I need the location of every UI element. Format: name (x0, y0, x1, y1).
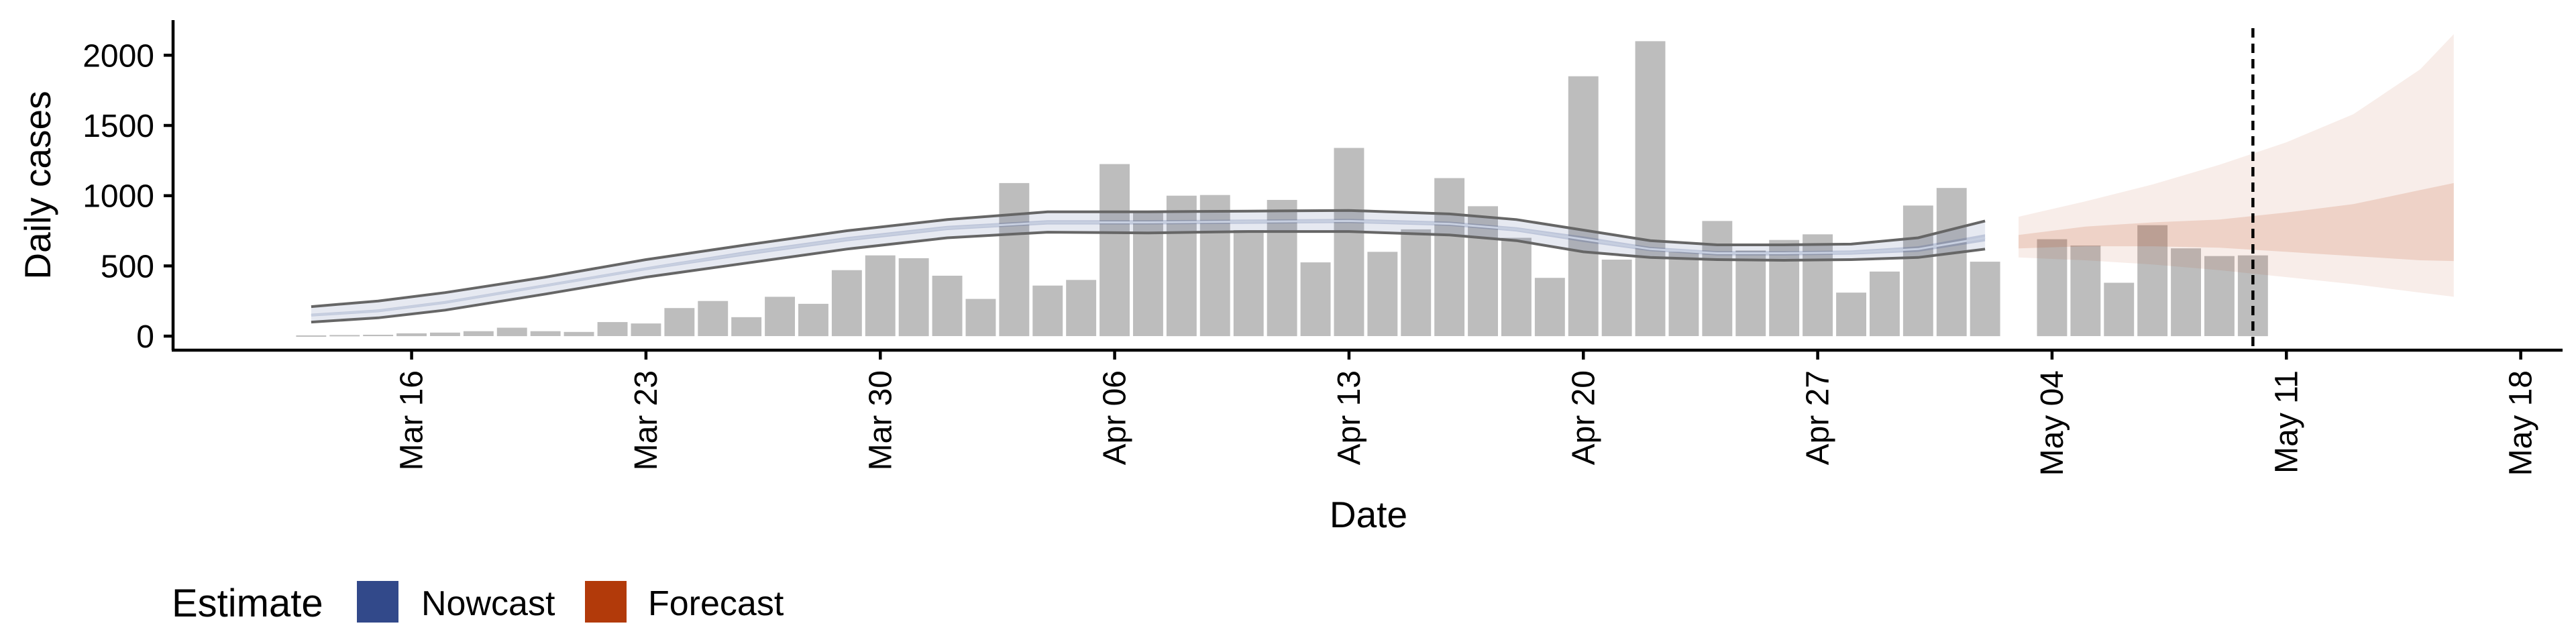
bar-2020-04-02 (965, 299, 996, 337)
legend-label-forecast: Forecast (648, 584, 784, 623)
bar-2020-04-10 (1233, 230, 1264, 337)
bar-2020-03-22 (597, 322, 628, 336)
nowcast-ci90-band (311, 210, 1986, 323)
x-axis-title: Date (1330, 494, 1407, 535)
bar-2020-04-20 (1568, 76, 1599, 336)
bar-2020-03-14 (329, 335, 360, 337)
bar-2020-03-25 (698, 301, 729, 336)
bar-2020-04-16 (1434, 178, 1465, 336)
bar-2020-03-28 (798, 303, 828, 337)
x-tick-label-2020-04-13: Apr 13 (1332, 370, 1367, 465)
bar-2020-04-03 (999, 182, 1030, 337)
bar-2020-05-06 (2104, 282, 2135, 337)
y-tick-label-500: 500 (101, 249, 154, 284)
bar-2020-04-24 (1702, 221, 1733, 337)
nowcast-ci90-lower-line (311, 230, 1986, 324)
plot-area (296, 28, 2454, 350)
bar-2020-04-04 (1032, 285, 1063, 337)
legend-label-nowcast: Nowcast (421, 584, 555, 623)
bar-2020-04-22 (1635, 41, 1666, 337)
x-tick-label-2020-04-20: Apr 20 (1566, 370, 1601, 465)
bar-2020-03-24 (664, 308, 695, 337)
bar-2020-04-30 (1902, 205, 1933, 337)
bar-2020-03-29 (831, 270, 862, 337)
bar-2020-03-23 (631, 323, 661, 336)
bar-2020-04-06 (1099, 164, 1130, 337)
bar-2020-03-19 (496, 327, 527, 337)
bar-2020-04-12 (1300, 262, 1331, 336)
bar-2020-04-05 (1066, 280, 1097, 336)
bar-2020-03-27 (765, 297, 795, 336)
bar-2020-04-27 (1803, 234, 1833, 337)
y-tick-label-2000: 2000 (83, 38, 154, 74)
forecast-ci50-band (2019, 182, 2454, 262)
bar-2020-05-04 (2037, 239, 2068, 337)
bar-2020-05-09 (2204, 256, 2235, 336)
bar-2020-04-28 (1836, 292, 1866, 337)
bar-2020-03-30 (865, 255, 896, 337)
bar-2020-04-11 (1267, 200, 1297, 337)
bar-2020-05-07 (2137, 225, 2168, 337)
bar-2020-04-08 (1166, 195, 1197, 337)
bar-2020-03-16 (396, 333, 427, 337)
y-tick-label-0: 0 (136, 319, 154, 355)
x-tick-label-2020-04-06: Apr 06 (1097, 370, 1133, 465)
legend-swatch-forecast (585, 581, 627, 623)
y-axis-title: Daily cases (17, 91, 58, 279)
forecast-ci90-band (2019, 34, 2454, 297)
x-tick-label-2020-05-04: May 04 (2035, 370, 2070, 476)
y-tick-label-1500: 1500 (83, 109, 154, 144)
bar-2020-03-13 (296, 335, 327, 337)
bar-2020-03-15 (363, 335, 394, 337)
bar-2020-04-01 (932, 276, 963, 336)
x-tick-label-2020-05-18: May 18 (2504, 370, 2539, 476)
bar-2020-04-13 (1334, 148, 1364, 336)
x-tick-label-2020-03-16: Mar 16 (394, 370, 430, 470)
nowcast-ci50-band (311, 219, 1986, 317)
bar-2020-04-25 (1735, 250, 1766, 337)
bar-2020-04-15 (1401, 229, 1432, 336)
bar-2020-04-09 (1199, 195, 1230, 337)
x-tick-label-2020-04-27: Apr 27 (1801, 370, 1836, 465)
bar-2020-03-18 (463, 331, 494, 336)
bar-2020-03-31 (898, 258, 929, 337)
bar-2020-04-18 (1501, 237, 1532, 337)
bar-2020-04-29 (1870, 271, 1900, 337)
axes: Date Daily cases 0 500 1000 1500 2000 Mar 16 M… (17, 20, 2563, 535)
bar-2020-05-05 (2070, 246, 2101, 336)
y-tick-label-1000: 1000 (83, 179, 154, 215)
bar-2020-05-02 (1970, 262, 2000, 337)
legend: Estimate Nowcast Forecast (172, 581, 784, 625)
nowcast-ci90-upper-line (311, 209, 1986, 309)
bar-2020-03-20 (530, 331, 561, 336)
bar-2020-04-19 (1534, 278, 1565, 337)
x-tick-label-2020-05-11: May 11 (2269, 370, 2304, 474)
bar-2020-04-14 (1367, 252, 1398, 336)
bar-2020-04-21 (1601, 260, 1632, 337)
legend-title: Estimate (172, 582, 323, 625)
nowcast-median-line (311, 219, 1986, 317)
bar-2020-03-21 (564, 331, 594, 337)
legend-swatch-nowcast (357, 581, 398, 623)
bar-2020-05-01 (1936, 188, 1967, 337)
bar-2020-04-26 (1769, 239, 1800, 337)
bar-2020-03-26 (731, 317, 762, 337)
bar-2020-05-08 (2171, 248, 2201, 337)
x-tick-label-2020-03-23: Mar 23 (629, 370, 664, 470)
bar-2020-03-17 (430, 332, 460, 336)
bar-2020-04-23 (1668, 252, 1699, 336)
x-tick-label-2020-03-30: Mar 30 (863, 370, 898, 470)
